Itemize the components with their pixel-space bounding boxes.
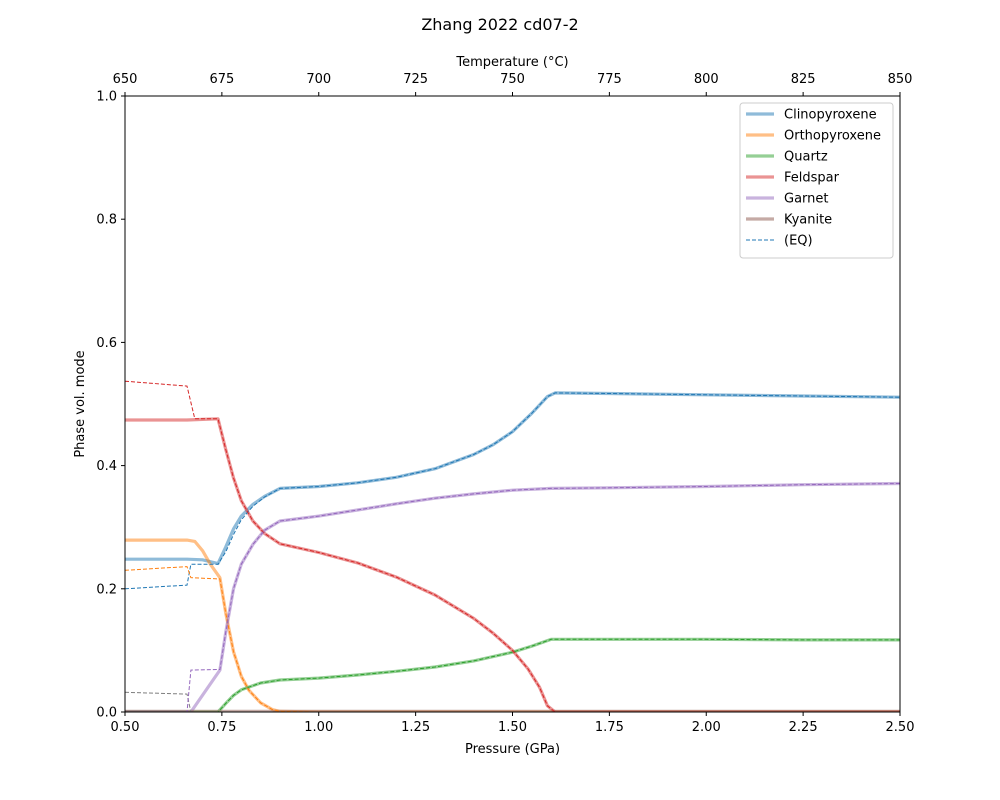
top-tick-label: 800 [694,72,719,87]
x-axis-ticks: 0.50 0.75 1.00 1.25 1.50 1.75 2.00 2.25 2.50 [111,712,915,735]
top-tick-label: 700 [306,72,331,87]
x-tick-label: 2.25 [789,720,818,735]
x-axis-label: Pressure (GPa) [465,742,560,757]
y-tick-label: 0.6 [96,336,117,351]
y-axis-ticks: 0.0 0.2 0.4 0.6 0.8 1.0 [96,90,125,721]
plot-area [125,380,900,712]
eq-line-feldspar [125,380,900,712]
x-tick-label: 1.50 [498,720,527,735]
x-tick-label: 0.50 [111,720,140,735]
top-tick-label: 725 [403,72,428,87]
top-tick-label: 775 [597,72,622,87]
eq-line-quartz [125,638,900,712]
legend-label: Feldspar [784,171,840,186]
top-tick-label: 650 [113,72,138,87]
legend-label: Garnet [784,192,829,207]
y-axis-label: Phase vol. mode [73,350,88,457]
y-tick-label: 0.0 [96,706,117,721]
legend-label: Quartz [784,150,828,165]
x-tick-label: 2.50 [886,720,915,735]
x-tick-label: 0.75 [207,720,236,735]
top-axis-ticks: 650 675 700 725 750 775 800 825 850 [113,72,913,96]
x-tick-label: 1.00 [304,720,333,735]
x-tick-label: 1.75 [595,720,624,735]
eq-line-clinopyroxene [125,392,900,590]
legend-label: Orthopyroxene [784,129,881,144]
eq-line-garnet [125,483,900,712]
legend-label: Clinopyroxene [784,108,877,123]
legend-label: Kyanite [784,213,832,228]
legend-box [739,102,894,259]
top-tick-label: 750 [500,72,525,87]
x-tick-label: 2.00 [692,720,721,735]
top-tick-label: 675 [209,72,234,87]
y-tick-label: 0.8 [96,213,117,228]
y-tick-label: 1.0 [96,90,117,105]
legend-label: (EQ) [784,234,813,249]
top-axis-label: Temperature (°C) [455,55,568,70]
y-tick-label: 0.4 [96,459,117,474]
legend: Clinopyroxene Orthopyroxene Quartz Feldspar… [739,102,894,259]
top-tick-label: 825 [791,72,816,87]
top-tick-label: 850 [888,72,913,87]
chart-title: Zhang 2022 cd07-2 [421,15,578,34]
eq-line-orthopyroxene [125,566,900,712]
y-tick-label: 0.2 [96,582,117,597]
x-tick-label: 1.25 [401,720,430,735]
